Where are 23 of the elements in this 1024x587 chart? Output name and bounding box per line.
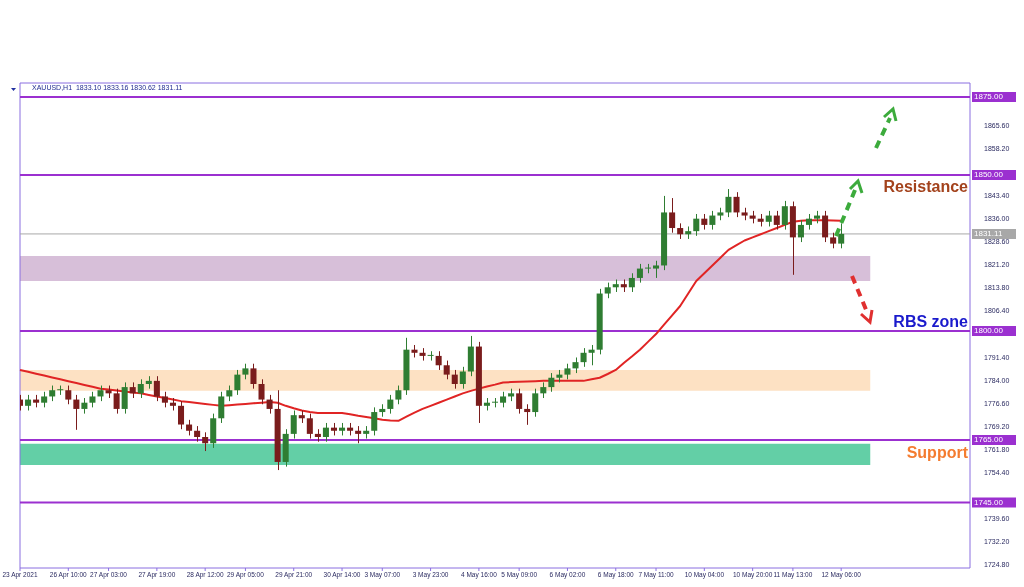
ref-line-label: 1800.00 [974, 326, 1004, 336]
candlestick [564, 363, 571, 380]
candlestick [830, 232, 837, 249]
candlestick [97, 385, 104, 402]
candlestick [717, 207, 724, 221]
annotation: Resistance [883, 177, 969, 195]
ref-line-label: 1875.00 [974, 92, 1004, 102]
annotation: Support [906, 444, 969, 462]
annotation: RBS zone [893, 313, 969, 331]
candlestick [161, 391, 168, 408]
candlestick [741, 207, 748, 221]
candlestick [41, 391, 48, 408]
candlestick [572, 356, 579, 374]
ref-line-label: 1831.11 [974, 229, 1003, 239]
candlestick [89, 391, 96, 408]
candlestick [604, 282, 611, 299]
ref-line-label: 1765.00 [974, 435, 1004, 445]
ref-line-label: 1850.00 [974, 170, 1004, 180]
ref-line-label: 1745.00 [974, 497, 1004, 507]
candlestick [500, 391, 507, 408]
candlestick [242, 363, 249, 380]
candlestick [653, 260, 660, 279]
candlestick [411, 344, 418, 358]
